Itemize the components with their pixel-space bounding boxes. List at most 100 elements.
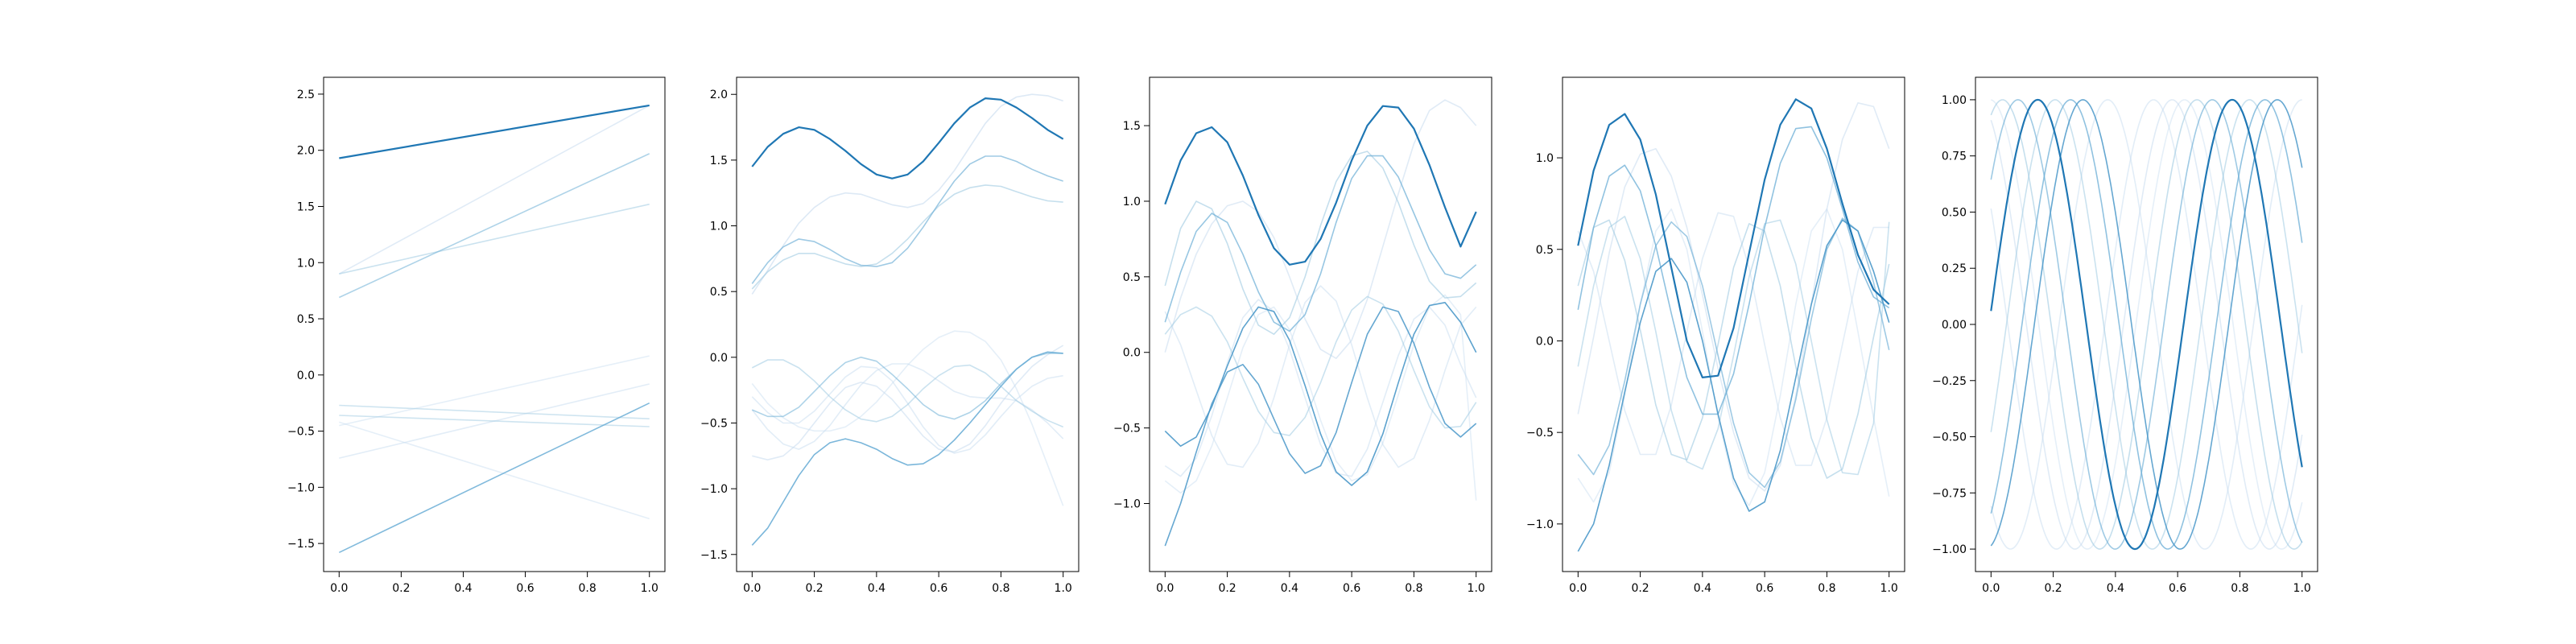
y-tick-label: −0.5 (287, 426, 315, 439)
chart-panel-2: 0.0 0.2 0.4 0.6 0.8 1.0 −1.5 −1.0 −0.5 0.0 0.5 1.0 1… (700, 76, 1080, 595)
y-tick-label: 1.5 (1123, 120, 1141, 133)
x-tick-label: 1.0 (641, 582, 658, 595)
y-tick-label: −0.50 (1932, 431, 1967, 444)
y-tick-label: 1.5 (297, 200, 315, 213)
x-tick-label: 0.0 (1156, 582, 1174, 595)
chart-panel-4: 0.0 0.2 0.4 0.6 0.8 1.0 −1.0 −0.5 0.0 0.5 1.0 (1526, 76, 1905, 595)
x-tick-label: 0.2 (805, 582, 823, 595)
x-tick-label: 0.0 (743, 582, 761, 595)
series-line-3 (1990, 99, 2303, 550)
series-line-9 (1990, 99, 2302, 550)
y-tick-label: 1.0 (710, 221, 728, 233)
x-tick-label: 0.4 (868, 582, 886, 595)
series-line-6 (1990, 99, 2303, 550)
x-tick-label: 0.2 (1218, 582, 1236, 595)
chart-panel-5: 0.0 0.2 0.4 0.6 0.8 1.0 −1.00 −0.75 −0.50 −0.25 0.… (1932, 76, 2318, 595)
series-line-10 (339, 421, 650, 520)
y-tick-label: −0.25 (1932, 375, 1967, 388)
x-tick-label: 0.6 (1756, 582, 1773, 595)
y-tick-label: 1.0 (1123, 196, 1141, 208)
series-line-1 (751, 97, 1064, 180)
chart-panel-1: 0.0 0.2 0.4 0.6 0.8 1.0 −1.5 −1.0 −0.5 0.0 0.5 1.0 1… (287, 76, 666, 595)
x-tick-label: 0.4 (454, 582, 472, 595)
y-tick-label: −0.5 (1526, 427, 1554, 440)
series-line-2 (1577, 219, 1890, 552)
series-line-5 (1164, 151, 1477, 335)
x-tick-label: 0.2 (392, 582, 410, 595)
series-line-5 (751, 184, 1063, 290)
y-tick-label: 1.00 (1942, 94, 1967, 107)
series-line-6 (751, 359, 1064, 428)
series-line-2 (338, 402, 650, 554)
series-line-3 (338, 153, 650, 299)
series-line-8 (752, 345, 1064, 460)
x-tick-label: 0.0 (1569, 582, 1587, 595)
x-tick-label: 1.0 (1880, 582, 1898, 595)
x-tick-label: 0.0 (1982, 582, 2000, 595)
y-tick-label: 0.50 (1942, 206, 1967, 219)
series-line-9 (751, 365, 1063, 454)
series-line-1 (1990, 98, 2303, 551)
series-line-9 (339, 355, 650, 427)
series-line-2 (1990, 99, 2303, 550)
y-tick-label: −0.75 (1932, 487, 1967, 500)
x-tick-label: 0.6 (516, 582, 534, 595)
series-line-8 (1164, 299, 1477, 477)
y-tick-label: 0.5 (710, 286, 728, 299)
axes-frame (323, 76, 666, 572)
y-tick-label: −0.5 (1113, 423, 1141, 436)
x-tick-label: 0.4 (1281, 582, 1298, 595)
series-line-7 (1164, 99, 1477, 359)
series-line-7 (338, 105, 650, 275)
y-tick-label: −1.5 (700, 549, 728, 562)
series-line-3 (751, 155, 1063, 284)
series-line-1 (1577, 98, 1890, 378)
series-line-9 (1164, 285, 1477, 469)
axes-frame (1149, 76, 1492, 572)
y-tick-label: 1.5 (710, 155, 728, 167)
y-tick-label: 0.75 (1942, 151, 1967, 163)
x-tick-label: 1.0 (2293, 582, 2311, 595)
chart-panel-3: 0.0 0.2 0.4 0.6 0.8 1.0 −1.0 −0.5 0.0 0.5 1.0 1.5 (1113, 76, 1492, 595)
x-tick-label: 0.8 (1818, 582, 1835, 595)
y-tick-label: 1.0 (1536, 152, 1554, 165)
y-tick-label: 0.5 (1123, 271, 1141, 284)
x-tick-label: 0.2 (2044, 582, 2062, 595)
series-line-7 (751, 93, 1063, 295)
y-tick-label: −0.5 (700, 417, 728, 430)
series-line-6 (1577, 216, 1890, 476)
series-line-7 (1577, 102, 1890, 492)
y-tick-label: −1.0 (1526, 518, 1554, 531)
x-tick-label: 0.6 (1343, 582, 1360, 595)
x-tick-label: 1.0 (1468, 582, 1485, 595)
series-line-1 (339, 104, 650, 159)
series-group (1164, 99, 1477, 547)
series-line-8 (1990, 99, 2303, 550)
y-tick-label: −1.00 (1932, 543, 1967, 556)
y-tick-label: 0.00 (1942, 319, 1967, 332)
series-line-2 (751, 351, 1063, 546)
y-tick-label: −1.0 (287, 481, 315, 494)
series-line-4 (1164, 155, 1477, 332)
series-line-6 (339, 415, 650, 427)
series-line-8 (1577, 212, 1889, 466)
y-tick-label: 0.0 (710, 352, 728, 365)
x-tick-label: 1.0 (1055, 582, 1072, 595)
series-line-4 (1990, 99, 2303, 550)
series-group (338, 104, 650, 554)
x-tick-label: 0.6 (2169, 582, 2186, 595)
y-tick-label: 0.0 (1536, 335, 1554, 348)
series-line-11 (751, 330, 1064, 506)
axes-frame (1562, 76, 1905, 572)
y-tick-label: 0.0 (297, 369, 315, 382)
series-line-5 (1577, 219, 1890, 479)
y-tick-label: 0.0 (1123, 347, 1141, 360)
x-tick-label: 0.8 (992, 582, 1009, 595)
series-line-3 (1164, 306, 1477, 547)
series-line-4 (339, 203, 650, 275)
y-tick-label: −1.5 (287, 538, 315, 551)
y-tick-label: 2.5 (297, 89, 315, 101)
x-tick-label: 0.0 (330, 582, 348, 595)
y-tick-label: 0.25 (1942, 262, 1967, 275)
axes-frame (736, 76, 1080, 572)
